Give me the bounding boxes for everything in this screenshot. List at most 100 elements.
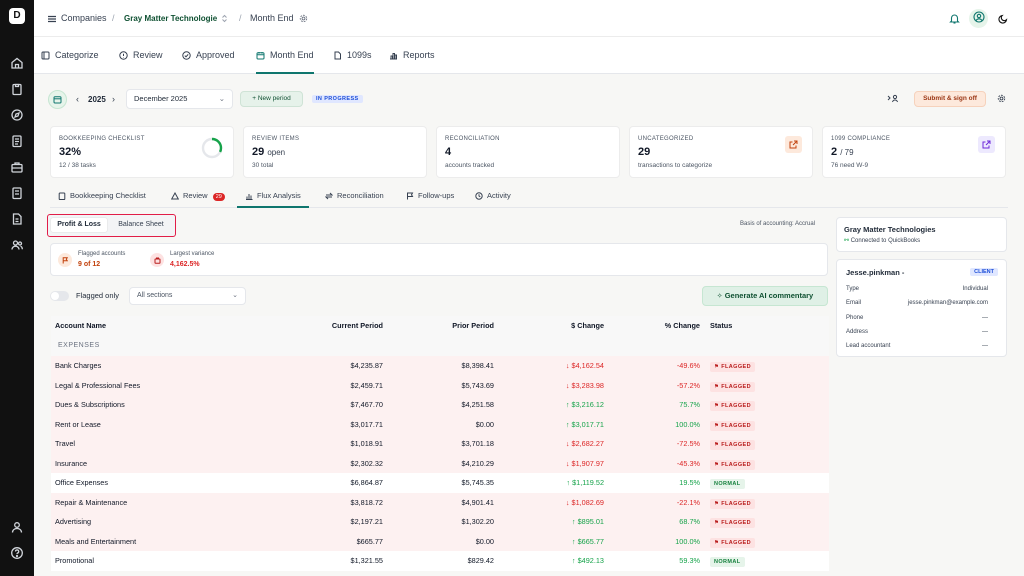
subtab-flux-analysis[interactable]: Flux Analysis bbox=[237, 186, 309, 208]
status-badge: ⚑ FLAGGED bbox=[710, 454, 755, 474]
help-icon[interactable] bbox=[10, 546, 24, 560]
table-row[interactable]: Rent or Lease $3,017.71 $0.00 ↑ $3,017.71 10… bbox=[51, 414, 829, 435]
prior-period: $8,398.41 bbox=[461, 361, 494, 370]
status-badge: ⚑ FLAGGED bbox=[710, 512, 755, 532]
home-icon[interactable] bbox=[10, 56, 24, 70]
col-prior-period[interactable]: Prior Period bbox=[452, 321, 494, 330]
subtab-review[interactable]: Review 29 bbox=[170, 186, 225, 208]
menu-icon[interactable] bbox=[47, 0, 57, 37]
generate-ai-commentary-button[interactable]: ✧ Generate AI commentary bbox=[702, 286, 828, 306]
prior-period: $3,701.18 bbox=[461, 439, 494, 448]
col-current-period[interactable]: Current Period bbox=[331, 321, 383, 330]
main-nav-tabs: Categorize Review Approved Month End 109… bbox=[34, 37, 1024, 74]
accounting-basis: Basis of accounting: Accrual bbox=[740, 221, 816, 227]
calendar-icon[interactable] bbox=[48, 90, 67, 109]
client-name[interactable]: Jesse.pinkman - bbox=[846, 268, 905, 277]
card-review-items[interactable]: REVIEW ITEMS 29 open 30 total bbox=[243, 126, 427, 178]
card-value: 2 / 79 bbox=[831, 146, 854, 158]
subtab-activity[interactable]: Activity bbox=[475, 186, 511, 208]
external-link-icon[interactable] bbox=[785, 136, 802, 153]
subtab-bookkeeping-checklist[interactable]: Bookkeeping Checklist bbox=[58, 186, 146, 208]
compass-icon[interactable] bbox=[10, 108, 24, 122]
briefcase-icon[interactable] bbox=[10, 160, 24, 174]
pct-change: 19.5% bbox=[679, 478, 700, 487]
account-avatar-icon[interactable] bbox=[969, 9, 988, 28]
account-name: Office Expenses bbox=[55, 478, 108, 487]
tab-1099s[interactable]: 1099s bbox=[333, 37, 372, 74]
submit-sign-off-button[interactable]: Submit & sign off bbox=[914, 91, 986, 107]
table-row[interactable]: Dues & Subscriptions $7,467.70 $4,251.58 ↑ … bbox=[51, 395, 829, 415]
tab-review[interactable]: Review bbox=[119, 37, 163, 74]
status-badge: ⚑ FLAGGED bbox=[710, 356, 755, 376]
app-logo[interactable]: D bbox=[9, 8, 25, 24]
breadcrumb-companies[interactable]: Companies bbox=[61, 13, 107, 23]
toggle-profit-loss[interactable]: Profit & Loss bbox=[51, 218, 107, 232]
table-row[interactable]: Advertising $2,197.21 $1,302.20 ↑ $895.01 68… bbox=[51, 512, 829, 532]
top-bar: Companies / Gray Matter Technologie / Mo… bbox=[34, 0, 1024, 37]
subtab-reconciliation[interactable]: Reconciliation bbox=[324, 186, 384, 208]
breadcrumb-company[interactable]: Gray Matter Technologie bbox=[124, 14, 218, 23]
document-icon[interactable] bbox=[10, 134, 24, 148]
field-label: Type bbox=[846, 286, 860, 292]
file-icon[interactable] bbox=[10, 212, 24, 226]
card-uncategorized[interactable]: UNCATEGORIZED 29 transactions to categor… bbox=[629, 126, 813, 178]
status-badge: ⚑ FLAGGED bbox=[710, 395, 755, 415]
current-period: $6,864.87 bbox=[350, 478, 383, 487]
next-year-icon[interactable]: › bbox=[112, 94, 115, 104]
external-link-icon[interactable] bbox=[978, 136, 995, 153]
plus-icon: + bbox=[252, 95, 257, 102]
prior-period: $5,745.35 bbox=[461, 478, 494, 487]
tab-month-end[interactable]: Month End bbox=[256, 37, 314, 74]
table-row[interactable]: Office Expenses $6,864.87 $5,745.35 ↑ $1,11… bbox=[51, 473, 829, 493]
tab-reports[interactable]: Reports bbox=[389, 37, 435, 74]
prev-year-icon[interactable]: ‹ bbox=[76, 94, 79, 104]
user-profile-icon[interactable] bbox=[10, 520, 24, 534]
current-period: $2,197.21 bbox=[350, 517, 383, 526]
new-period-button[interactable]: + New period bbox=[240, 91, 303, 107]
subtab-follow-ups[interactable]: Follow-ups bbox=[406, 186, 454, 208]
card-reconciliation[interactable]: RECONCILIATION 4 accounts tracked bbox=[436, 126, 620, 178]
col-change[interactable]: $ Change bbox=[571, 321, 604, 330]
sections-select[interactable]: All sections ⌄ bbox=[129, 287, 246, 305]
notification-bell-icon[interactable] bbox=[949, 0, 960, 37]
table-row[interactable]: Promotional $1,321.55 $829.42 ↑ $492.13 59.3… bbox=[51, 551, 829, 571]
tab-categorize[interactable]: Categorize bbox=[41, 37, 99, 74]
theme-toggle-icon[interactable] bbox=[998, 0, 1009, 37]
tab-approved[interactable]: Approved bbox=[182, 37, 235, 74]
arrow-down-icon: ↓ bbox=[565, 361, 570, 370]
prior-period: $829.42 bbox=[467, 556, 494, 565]
table-row[interactable]: Repair & Maintenance $3,818.72 $4,901.41 ↓ … bbox=[51, 492, 829, 513]
company-switch-icon[interactable] bbox=[221, 0, 228, 37]
report-icon[interactable] bbox=[10, 186, 24, 200]
flagged-accounts-label: Flagged accounts bbox=[78, 251, 126, 257]
col-pct-change[interactable]: % Change bbox=[664, 321, 700, 330]
largest-variance-label: Largest variance bbox=[170, 251, 215, 257]
pct-change: -72.5% bbox=[676, 439, 700, 448]
breadcrumb-month-end[interactable]: Month End bbox=[250, 13, 294, 23]
arrow-down-icon: ↓ bbox=[565, 497, 570, 507]
table-row[interactable]: Bank Charges $4,235.87 $8,398.41 ↓ $4,162.5… bbox=[51, 356, 829, 376]
card-1099-compliance[interactable]: 1099 COMPLIANCE 2 / 79 76 need W-9 bbox=[822, 126, 1006, 178]
toggle-balance-sheet[interactable]: Balance Sheet bbox=[118, 221, 164, 228]
status-badge: IN PROGRESS bbox=[312, 95, 363, 103]
table-row[interactable]: Travel $1,018.91 $3,701.18 ↓ $2,682.27 -72.5… bbox=[51, 434, 829, 454]
clipboard-icon[interactable] bbox=[10, 82, 24, 96]
settings-gear-icon[interactable] bbox=[299, 0, 308, 37]
card-bookkeeping-checklist[interactable]: BOOKKEEPING CHECKLIST 32% 12 / 38 tasks bbox=[50, 126, 234, 178]
users-icon[interactable] bbox=[10, 238, 24, 252]
dollar-change: ↑ $1,119.52 bbox=[566, 478, 604, 487]
table-row[interactable]: Insurance $2,302.32 $4,210.29 ↓ $1,907.97 -4… bbox=[51, 453, 829, 474]
col-account-name[interactable]: Account Name bbox=[55, 321, 107, 330]
table-row[interactable]: Meals and Entertainment $665.77 $0.00 ↑ $66… bbox=[51, 531, 829, 552]
col-status[interactable]: Status bbox=[710, 321, 733, 330]
table-row[interactable]: Legal & Professional Fees $2,459.71 $5,743… bbox=[51, 375, 829, 396]
page-settings-icon[interactable] bbox=[997, 94, 1006, 105]
account-name: Promotional bbox=[55, 556, 94, 565]
month-select[interactable]: December 2025 ⌄ bbox=[126, 89, 233, 109]
section-row-expenses[interactable]: EXPENSES bbox=[51, 336, 829, 356]
current-period: $3,818.72 bbox=[350, 497, 383, 507]
dollar-change: ↑ $492.13 bbox=[571, 556, 604, 565]
current-period: $3,017.71 bbox=[350, 419, 383, 429]
assign-user-icon[interactable] bbox=[887, 94, 899, 105]
flagged-only-toggle[interactable] bbox=[50, 291, 69, 301]
